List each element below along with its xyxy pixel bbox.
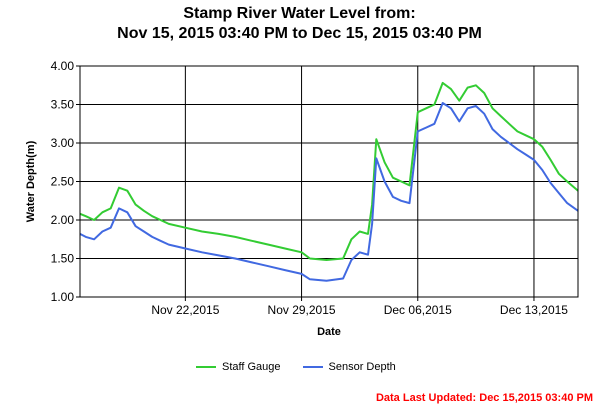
y-tick-label: 1.50	[51, 252, 75, 266]
x-axis-label: Date	[317, 326, 341, 338]
staff-gauge-line	[79, 81, 579, 261]
plot-area-frame	[79, 65, 579, 298]
last-updated-text: Data Last Updated: Dec 15,2015 03:40 PM	[375, 392, 593, 404]
grid-lines	[76, 65, 578, 301]
y-tick-label: 2.00	[51, 213, 75, 227]
x-tick-label: Dec 06,2015	[384, 303, 452, 317]
x-tick-label: Nov 29,2015	[268, 303, 336, 317]
x-tick-label: Nov 22,2015	[151, 303, 219, 317]
chart-title-line-1: Stamp River Water Level from:	[183, 5, 416, 22]
chart-svg: 1.00 1.50 2.00 2.50 3.00 3.50 4.00 Nov 22,2015…	[25, 59, 579, 338]
legend: Staff Gauge Sensor Depth	[196, 361, 396, 373]
y-tick-label: 3.50	[51, 98, 75, 112]
chart-title-line-2: Nov 15, 2015 03:40 PM to Dec 15, 2015 03…	[117, 25, 482, 42]
legend-item-sensor-depth: Sensor Depth	[302, 361, 396, 373]
legend-item-staff-gauge: Staff Gauge	[196, 361, 281, 373]
legend-swatch-staff-gauge	[196, 366, 216, 368]
y-tick-label: 4.00	[51, 59, 75, 73]
y-tick-labels: 1.00 1.50 2.00 2.50 3.00 3.50 4.00	[51, 59, 75, 304]
y-axis-label: Water Depth(m)	[25, 140, 37, 222]
legend-label-sensor-depth: Sensor Depth	[328, 361, 396, 373]
y-tick-label: 3.00	[51, 136, 75, 150]
legend-swatch-sensor-depth	[302, 366, 323, 368]
y-tick-label: 1.00	[51, 290, 75, 304]
legend-label-staff-gauge: Staff Gauge	[222, 361, 281, 373]
series-lines	[79, 81, 579, 282]
sensor-depth-line	[79, 102, 579, 282]
y-tick-label: 2.50	[51, 175, 75, 189]
x-tick-label: Dec 13,2015	[500, 303, 568, 317]
x-tick-labels: Nov 22,2015 Nov 29,2015 Dec 06,2015 Dec 13,…	[151, 303, 568, 317]
